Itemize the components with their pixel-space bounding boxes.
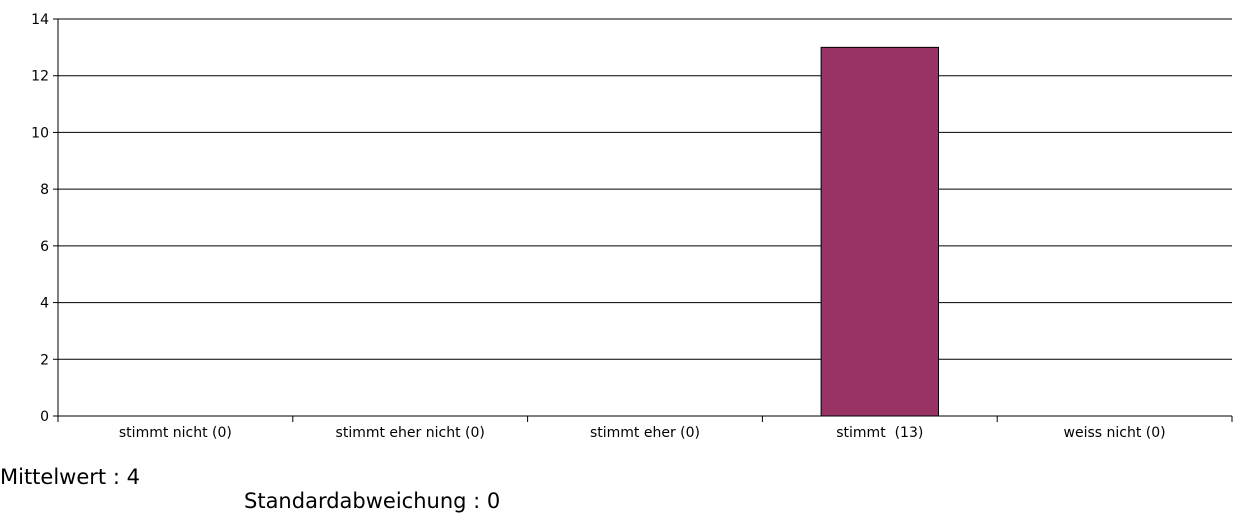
bars bbox=[820, 46, 939, 417]
axes bbox=[53, 18, 1233, 422]
x-tick-label: stimmt eher nicht (0) bbox=[336, 425, 485, 440]
gridlines bbox=[58, 18, 1232, 360]
y-tick-label: 4 bbox=[40, 296, 49, 312]
x-tick-label: stimmt nicht (0) bbox=[119, 425, 232, 440]
y-tick-labels: 0 2 4 6 8 10 12 14 bbox=[31, 12, 49, 425]
bar-chart: 0 2 4 6 8 10 12 14 stimmt nicht (0) stimmt eher … bbox=[31, 12, 1233, 440]
bar bbox=[820, 46, 939, 417]
y-tick-label: 12 bbox=[31, 69, 49, 85]
statistics: Mittelwert : 4 Standardabweichung : 0 bbox=[0, 441, 500, 513]
y-tick-label: 0 bbox=[40, 409, 49, 425]
y-tick-label: 10 bbox=[31, 125, 49, 141]
x-tick-labels: stimmt nicht (0) stimmt eher nicht (0) sti… bbox=[119, 425, 1166, 440]
x-tick-label: weiss nicht (0) bbox=[1064, 425, 1166, 440]
y-tick-label: 2 bbox=[40, 352, 49, 368]
y-tick-label: 14 bbox=[31, 12, 49, 28]
x-tick-label: stimmt (13) bbox=[836, 425, 923, 440]
x-tick-label: stimmt eher (0) bbox=[590, 425, 700, 440]
mean-value: Mittelwert : 4 bbox=[0, 465, 140, 489]
y-tick-label: 8 bbox=[40, 182, 49, 198]
y-tick-label: 6 bbox=[40, 239, 49, 255]
